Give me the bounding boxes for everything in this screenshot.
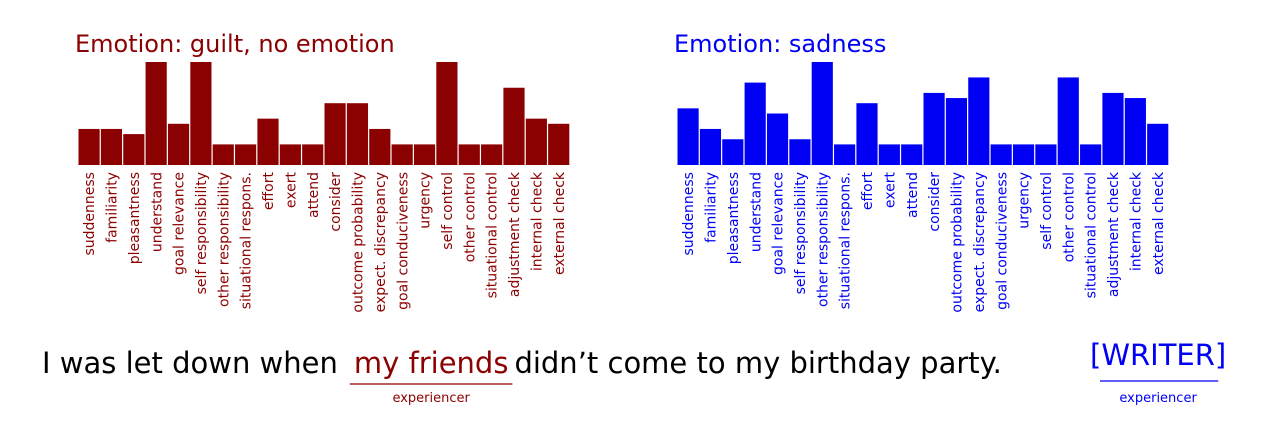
bar [548, 123, 570, 165]
bar [78, 128, 100, 165]
x-tick-label: outcome probability [351, 172, 367, 313]
x-tick-label: other control [1061, 172, 1077, 262]
bar [190, 62, 212, 165]
x-tick-label: other responsibility [815, 172, 831, 307]
x-tick-label: attend [905, 172, 921, 218]
x-tick-label: other responsibility [216, 172, 232, 307]
x-tick-label: goal relevance [771, 172, 787, 275]
x-tick-label: situational control [1084, 172, 1100, 298]
bar [901, 144, 923, 165]
x-tick-label: adjustment check [1106, 171, 1122, 297]
bar [923, 92, 945, 165]
sentence-text: I was let down when [42, 346, 338, 380]
x-tick-label: pleasantness [726, 172, 742, 264]
x-tick-label: adjustment check [507, 171, 523, 297]
sentence-text: didn’t come to my birthday party. [514, 346, 1001, 380]
bar [1080, 144, 1102, 165]
bar [1012, 144, 1035, 165]
bar [744, 82, 766, 165]
x-tick-label: attend [306, 172, 322, 218]
bar [945, 98, 968, 165]
bar [699, 128, 722, 165]
bar [458, 144, 480, 165]
bar [257, 118, 279, 165]
x-tick-label: consider [927, 172, 943, 232]
highlight-span: my friends [354, 346, 509, 380]
chart-title: Emotion: guilt, no emotion [75, 30, 395, 58]
x-tick-label: exert [283, 172, 299, 209]
role-label: experiencer [1119, 391, 1197, 406]
x-tick-label: understand [748, 172, 764, 252]
chart-title: Emotion: sadness [674, 30, 886, 58]
x-tick-label: understand [149, 172, 165, 252]
x-tick-label: suddenness [82, 172, 98, 256]
bar [834, 144, 856, 165]
x-tick-label: situational control [485, 172, 501, 298]
x-tick-label: internal check [529, 171, 545, 271]
x-tick-label: goal conduciveness [994, 172, 1010, 310]
x-tick-label: self control [440, 172, 456, 250]
x-tick-label: urgency [418, 172, 434, 229]
x-tick-label: external check [552, 171, 568, 275]
x-tick-label: familiarity [105, 172, 121, 243]
bar [413, 144, 436, 165]
bar [346, 103, 369, 165]
x-tick-label: urgency [1017, 172, 1033, 229]
bar [1147, 123, 1169, 165]
x-tick-label: self control [1039, 172, 1055, 250]
x-tick-label: other control [462, 172, 478, 262]
bar [235, 144, 257, 165]
x-tick-label: exert [882, 172, 898, 209]
sentence: I was let down when my friends experienc… [42, 338, 1226, 406]
x-tick-label: outcome probability [950, 172, 966, 313]
bar [1124, 98, 1146, 165]
bar [391, 144, 413, 165]
x-tick-label: expect. discrepancy [972, 172, 988, 312]
bar [100, 128, 123, 165]
bar [722, 139, 744, 165]
bar [525, 118, 547, 165]
bar [856, 103, 878, 165]
bar [279, 144, 301, 165]
bar [369, 128, 391, 165]
x-tick-label: internal check [1128, 171, 1144, 271]
bar [324, 103, 346, 165]
bar [990, 144, 1012, 165]
bar [436, 62, 458, 165]
writer-span: [WRITER] [1090, 338, 1226, 372]
bar [302, 144, 324, 165]
bar [878, 144, 900, 165]
bar [811, 62, 833, 165]
x-tick-label: pleasantness [127, 172, 143, 264]
bar [1102, 92, 1124, 165]
bar [212, 144, 234, 165]
bar [677, 108, 699, 165]
x-tick-label: suddenness [681, 172, 697, 256]
bar [1035, 144, 1057, 165]
bar [766, 113, 789, 165]
bar [123, 134, 145, 165]
bar [789, 139, 811, 165]
bar [145, 62, 167, 165]
x-tick-label: consider [328, 172, 344, 232]
role-label: experiencer [392, 391, 470, 406]
bar [1057, 77, 1079, 165]
bar [481, 144, 503, 165]
x-tick-label: effort [860, 171, 876, 210]
bar [167, 123, 190, 165]
x-tick-label: external check [1151, 171, 1167, 275]
x-tick-label: expect. discrepancy [373, 172, 389, 312]
x-tick-label: goal conduciveness [395, 172, 411, 310]
bar [968, 77, 990, 165]
x-tick-label: familiarity [704, 172, 720, 243]
x-tick-label: self responsibility [194, 172, 210, 294]
x-tick-label: situational respons. [239, 172, 255, 309]
x-tick-label: goal relevance [172, 172, 188, 275]
bar [503, 87, 525, 165]
x-tick-label: effort [261, 171, 277, 210]
x-tick-label: situational respons. [838, 172, 854, 309]
x-tick-label: self responsibility [793, 172, 809, 294]
